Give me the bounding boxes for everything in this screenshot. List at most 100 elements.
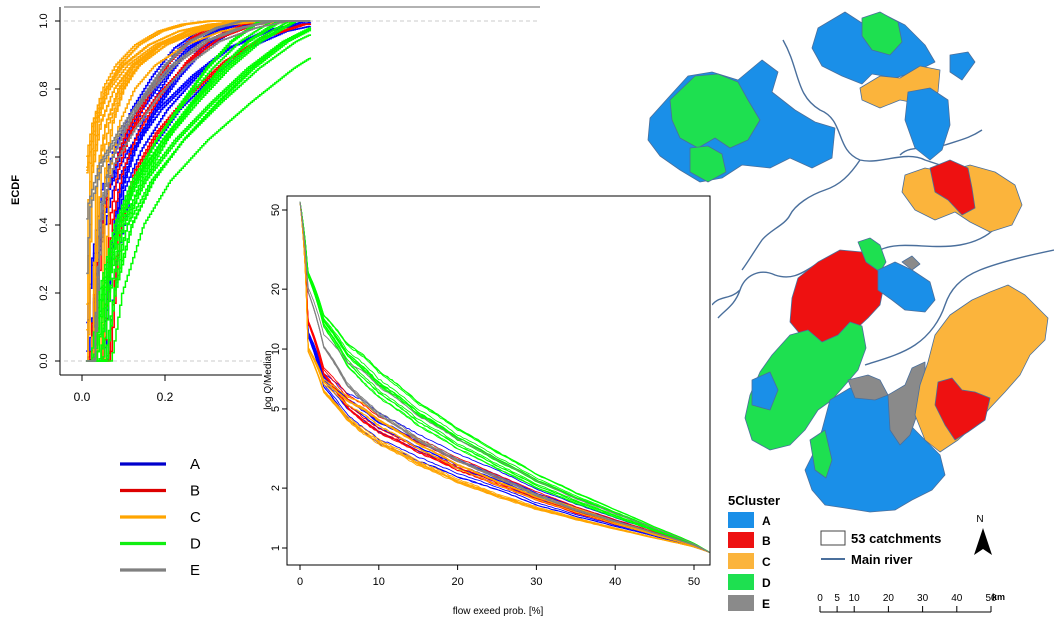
legend-label-b: B bbox=[190, 483, 200, 500]
map-legend-item-b: B bbox=[728, 532, 771, 548]
catchments-legend-box bbox=[820, 530, 846, 546]
scale-bar-unit: km bbox=[992, 592, 1005, 602]
legend-label-e: E bbox=[190, 562, 200, 579]
ecdf-line-d bbox=[86, 57, 312, 362]
catchment-d-south bbox=[809, 429, 833, 479]
ecdf-y-tick-label: 0.0 bbox=[38, 353, 50, 368]
fdc-x-ticks: 0 10 20 30 40 50 bbox=[297, 565, 700, 588]
map-legend-title: 5Cluster bbox=[728, 493, 780, 508]
catchment-d-large bbox=[744, 321, 867, 451]
fdc-y-tick-label: 5 bbox=[270, 406, 282, 412]
catchment-b-middle bbox=[929, 159, 976, 216]
ecdf-y-tick-label: 0.8 bbox=[38, 81, 50, 96]
fdc-line-d bbox=[299, 201, 710, 553]
map-legend-item-c: C bbox=[728, 553, 771, 569]
map-legend-swatch-c bbox=[728, 553, 754, 569]
fdc-plot-box bbox=[286, 195, 711, 566]
catchment-d-top-strip bbox=[857, 237, 887, 273]
catchment-c-southeast bbox=[914, 284, 1049, 453]
fdc-line-c bbox=[299, 201, 710, 553]
map-legend: 5Cluster A B C D E 53 catchment bbox=[728, 493, 941, 611]
fdc-line-b bbox=[299, 201, 710, 553]
map-legend-label-e: E bbox=[762, 597, 770, 611]
map-legend-item-d: D bbox=[728, 574, 771, 590]
scale-bar-ticks: 0 5 10 20 30 40 50 bbox=[817, 593, 997, 612]
catchments-legend-label: 53 catchments bbox=[851, 531, 941, 546]
scale-bar-tick-label: 10 bbox=[849, 593, 861, 604]
catchment-a-middle bbox=[877, 261, 936, 313]
fdc-y-tick-label: 1 bbox=[270, 545, 282, 551]
scale-bar-tick-label: 0 bbox=[817, 593, 823, 604]
fdc-x-tick-label: 10 bbox=[373, 576, 385, 588]
scale-bar-tick-label: 50 bbox=[985, 593, 997, 604]
map-legend-swatch-e bbox=[728, 595, 754, 611]
ecdf-x-tick-label: 0.0 bbox=[74, 390, 91, 404]
ecdf-y-label: ECDF bbox=[10, 175, 22, 205]
scale-bar: 0 5 10 20 30 40 50 km bbox=[817, 592, 1005, 613]
fdc-y-ticks: 1 2 5 10 20 50 bbox=[270, 204, 287, 551]
fdc-y-tick-label: 20 bbox=[270, 283, 282, 295]
map-legend-swatch-d bbox=[728, 574, 754, 590]
fdc-y-tick-label: 10 bbox=[270, 343, 282, 355]
ecdf-y-tick-label: 0.4 bbox=[38, 217, 50, 232]
fdc-y-label: log Q/Median bbox=[263, 350, 274, 409]
scale-bar-tick-label: 5 bbox=[834, 593, 840, 604]
map-legend-label-d: D bbox=[762, 576, 771, 590]
fdc-x-tick-label: 20 bbox=[451, 576, 463, 588]
catchment-d-north bbox=[861, 11, 903, 56]
catchment-a-southwest bbox=[751, 371, 779, 411]
fdc-line-e bbox=[299, 201, 710, 553]
fdc-lines bbox=[299, 201, 710, 553]
fdc-line-e bbox=[299, 201, 710, 553]
map-legend-item-e: E bbox=[728, 595, 770, 611]
ecdf-line-d bbox=[86, 20, 311, 362]
legend-label-c: C bbox=[190, 509, 201, 526]
map-legend-label-b: B bbox=[762, 534, 771, 548]
ecdf-line-e bbox=[86, 20, 311, 220]
scale-bar-tick-label: 40 bbox=[951, 593, 963, 604]
fdc-plot: 1 2 5 10 20 50 0 10 20 30 40 50 log Q/Median flow … bbox=[262, 192, 712, 622]
ecdf-line-e bbox=[86, 20, 311, 362]
fdc-line-c bbox=[299, 201, 710, 553]
map-legend-label-c: C bbox=[762, 555, 771, 569]
ecdf-curves bbox=[86, 20, 312, 362]
map-legend-swatch-b bbox=[728, 532, 754, 548]
fdc-plot-bg bbox=[262, 192, 712, 622]
scale-bar-tick-label: 20 bbox=[883, 593, 895, 604]
fdc-y-tick-label: 2 bbox=[270, 485, 282, 491]
ecdf-y-tick-label: 0.2 bbox=[38, 285, 50, 300]
fdc-x-label: flow exeed prob. [%] bbox=[453, 606, 544, 617]
fdc-line-d bbox=[299, 201, 710, 553]
catchment-e-small bbox=[901, 255, 921, 271]
map-legend-swatch-a bbox=[728, 512, 754, 528]
ecdf-line-d bbox=[86, 20, 311, 362]
map-legend-label-a: A bbox=[762, 514, 771, 528]
fdc-line-b bbox=[299, 201, 710, 553]
north-arrow: N bbox=[974, 514, 992, 555]
fdc-line-c bbox=[299, 201, 710, 553]
north-arrow-icon bbox=[974, 528, 992, 555]
main-river bbox=[711, 39, 1054, 366]
legend-label-d: D bbox=[190, 536, 201, 553]
north-arrow-label: N bbox=[976, 514, 983, 525]
catchment-e-south bbox=[847, 374, 889, 401]
ecdf-y-tick-label: 0.6 bbox=[38, 149, 50, 164]
ecdf-x-ticks: 0.0 0.2 bbox=[74, 375, 174, 404]
legend-label-a: A bbox=[190, 456, 200, 473]
catchment-d-west bbox=[669, 73, 761, 149]
ecdf-y-ticks: 0.0 0.2 0.4 0.6 0.8 1.0 bbox=[38, 13, 60, 369]
fdc-x-tick-label: 30 bbox=[530, 576, 542, 588]
catchment-a-northeast bbox=[949, 51, 976, 81]
fdc-x-tick-label: 50 bbox=[688, 576, 700, 588]
fdc-line-d bbox=[299, 201, 710, 553]
ecdf-line-d bbox=[86, 27, 312, 362]
ecdf-line-d bbox=[86, 27, 312, 362]
catchment-b-large bbox=[789, 249, 886, 351]
ecdf-x-tick-label: 0.2 bbox=[157, 390, 174, 404]
ecdf-y-tick-label: 1.0 bbox=[38, 13, 50, 28]
scale-bar-tick-label: 30 bbox=[917, 593, 929, 604]
catchment-a-east bbox=[904, 87, 951, 161]
ecdf-line-d bbox=[86, 34, 312, 362]
